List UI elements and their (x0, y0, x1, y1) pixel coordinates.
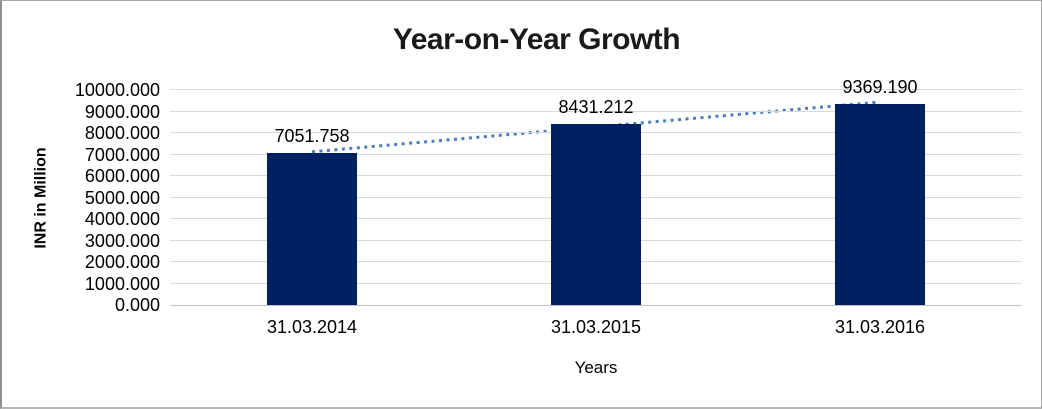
bar-data-label: 9369.190 (842, 76, 918, 97)
bar-data-label: 8431.212 (558, 96, 634, 117)
y-tick-label: 10000.000 (74, 80, 160, 100)
y-tick-label: 3000.000 (84, 230, 160, 251)
x-axis-tick-labels: 31.03.2014 31.03.2015 31.03.2016 (170, 317, 1022, 338)
x-tick-label: 31.03.2015 (550, 317, 642, 337)
x-tick-label: 31.03.2014 (266, 317, 358, 337)
bar (835, 103, 925, 305)
y-tick-label: 8000.000 (84, 123, 160, 143)
y-tick-label: 5000.000 (84, 187, 160, 208)
gridline (170, 89, 1022, 90)
y-tick-label: 0.000 (114, 295, 160, 315)
y-tick-label: 6000.000 (84, 166, 160, 186)
y-tick-label: 1000.000 (84, 273, 160, 294)
y-axis-tick-labels: 0.000 1000.000 2000.000 3000.000 4000.000 500… (2, 1, 160, 407)
y-tick-label: 2000.000 (84, 252, 160, 272)
plot-area: 7051.758 8431.212 9369.190 (170, 77, 1022, 306)
x-tick-label: 31.03.2016 (834, 317, 926, 337)
y-tick-label: 7000.000 (84, 144, 160, 165)
y-tick-label: 9000.000 (84, 101, 160, 122)
bar (551, 123, 641, 305)
bar-data-label: 7051.758 (274, 126, 350, 147)
chart-title: Year-on-Year Growth (392, 23, 681, 56)
x-axis-line (170, 305, 1022, 306)
y-tick-label: 4000.000 (84, 209, 160, 229)
gridline (170, 110, 1022, 112)
x-axis-title: Years (574, 358, 618, 377)
bar (267, 153, 357, 305)
